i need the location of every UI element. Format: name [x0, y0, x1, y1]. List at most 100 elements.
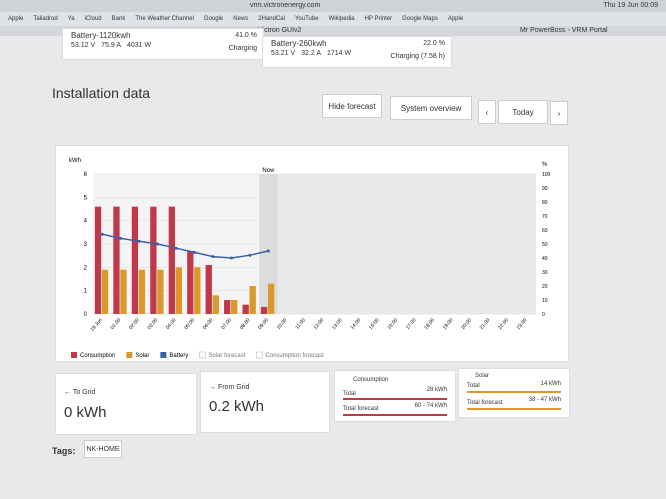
card-title: Solar [475, 373, 490, 379]
y2-tick-label: 50 [542, 242, 548, 248]
y-axis-label: kWh [69, 158, 81, 164]
x-tick-label: 04:00 [165, 317, 178, 331]
x-tick-label: 09:00 [257, 317, 270, 331]
label: Total forecast [343, 406, 379, 412]
dropdown[interactable]: System overview [390, 96, 472, 120]
x-tick-label: 02:00 [128, 317, 141, 331]
bookmark[interactable]: Google Maps [402, 16, 438, 22]
line-point [266, 249, 270, 253]
url[interactable]: vrm.victronenergy.com [250, 2, 321, 9]
bookmark[interactable]: YouTube [294, 16, 319, 22]
y2-tick-label: 60 [542, 228, 548, 234]
bookmark[interactable]: HP Printer [364, 16, 393, 22]
bar [138, 269, 146, 314]
legend-label: Battery [169, 353, 188, 359]
y2-tick-label: 30 [542, 270, 548, 276]
x-tick-label: 14:00 [350, 317, 363, 331]
x-tick-label: 05:00 [183, 317, 196, 331]
battery-card: Battery-1120kwh 53.12 V 75.9 A 4031 W 41.0 %… [62, 28, 264, 60]
y2-tick-label: 80 [542, 200, 548, 206]
label: Total [467, 383, 480, 389]
y2-tick-label: 0 [542, 312, 545, 318]
line-point [174, 246, 178, 250]
prev-button[interactable]: ‹ [478, 100, 496, 124]
y-tick-label: 0 [84, 312, 88, 318]
legend-swatch [71, 352, 77, 358]
value: 38 - 47 kWh [528, 397, 561, 403]
y2-tick-label: 20 [542, 284, 548, 290]
x-tick-label: 17:00 [405, 317, 418, 331]
value: 28 kWh [426, 387, 447, 393]
bar [205, 265, 212, 314]
tab[interactable]: Victron GUIv2 [258, 27, 302, 34]
bookmark[interactable]: Wikipedia [328, 16, 355, 22]
y-tick-label: 3 [84, 242, 88, 248]
x-tick-label: 10:00 [276, 317, 289, 331]
bar [150, 206, 157, 314]
y-tick-label: 1 [84, 289, 88, 295]
bookmark[interactable]: Apple [8, 16, 24, 22]
stat-value: 0.2 kWh [209, 398, 265, 415]
now-label: Now [262, 168, 275, 174]
bookmark[interactable]: iCloud [84, 16, 102, 22]
bookmark[interactable]: Bank [111, 16, 126, 22]
legend-swatch [256, 351, 263, 359]
y2-tick-label: 100 [542, 172, 551, 178]
battery-readings: 53.21 V 32.2 A 1714 W [271, 50, 351, 57]
line-point [193, 250, 197, 254]
stat-card: → From Grid 0.2 kWh [200, 371, 330, 433]
bar [131, 206, 139, 314]
line-point [137, 239, 141, 243]
x-tick-label: 12:00 [313, 317, 326, 331]
tab-bar: Victron GUIv2 Mr PowerBoss - VRM Portal [0, 26, 666, 36]
battery-soc: 22.0 % [423, 40, 445, 47]
tag[interactable]: NK-HOME [84, 440, 122, 458]
value: 14 kWh [540, 381, 561, 387]
y2-tick-label: 10 [542, 298, 548, 304]
bar [187, 251, 194, 314]
line [102, 233, 269, 259]
bar [267, 283, 275, 314]
tab[interactable]: Mr PowerBoss - VRM Portal [520, 27, 608, 34]
bookmarks-bar: Apple Taliadrod Ya iCloud Bank The Weather Ch… [0, 12, 666, 26]
next-button[interactable]: › [550, 101, 568, 125]
x-tick-label: 13:00 [331, 317, 344, 331]
bar [113, 206, 120, 314]
bookmark[interactable]: The Weather Channel [135, 16, 194, 22]
bookmark[interactable]: News [233, 16, 249, 22]
bar [343, 398, 447, 400]
label: Total forecast [467, 400, 503, 406]
y-tick-label: 4 [84, 219, 88, 225]
battery-name: Battery-1120kwh [71, 31, 131, 40]
line-point [119, 236, 123, 240]
x-tick-label: 03:00 [146, 317, 159, 331]
x-tick-label: 19 Jun [90, 317, 104, 333]
line-point [211, 255, 215, 259]
bookmark[interactable]: Ya [67, 16, 75, 22]
bar [467, 408, 561, 410]
bar [120, 269, 127, 314]
bookmark[interactable]: Apple [447, 16, 464, 22]
battery-state: Charging (7.58 h) [390, 53, 445, 60]
bookmark[interactable]: Google [203, 16, 224, 22]
bar [242, 304, 249, 314]
bookmark[interactable]: Taliadrod [33, 16, 58, 22]
bar [94, 206, 102, 314]
button[interactable]: Hide forecast [322, 94, 382, 118]
legend-swatch [199, 351, 206, 359]
consumption-card: Consumption Total 28 kWh Total forecast … [334, 370, 456, 422]
x-tick-label: 23:00 [516, 317, 529, 331]
legend-label: Solar forecast [208, 353, 245, 359]
reading: 75.9 A [101, 42, 121, 49]
bookmark[interactable]: 2HandCal [258, 16, 285, 22]
page-title: Installation data [52, 85, 151, 101]
legend-label: Consumption forecast [265, 353, 324, 359]
stat-card: ← To Grid 0 kWh [55, 373, 197, 435]
battery-card: Battery-260kwh 53.21 V 32.2 A 1714 W 22.0 % C… [262, 36, 452, 68]
bar [260, 307, 268, 314]
bar [212, 295, 219, 314]
y2-tick-label: 90 [542, 186, 548, 192]
y2-tick-label: 70 [542, 214, 548, 220]
button[interactable]: Today [498, 100, 548, 124]
y-tick-label: 2 [84, 265, 88, 271]
